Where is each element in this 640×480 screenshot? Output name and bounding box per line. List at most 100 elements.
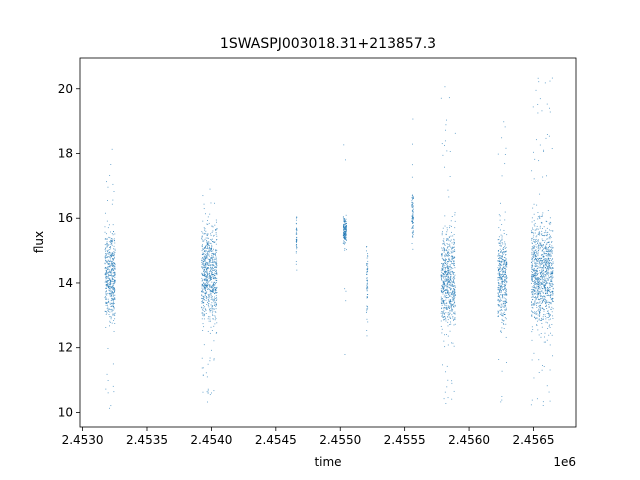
data-point: [505, 307, 507, 309]
data-point: [211, 287, 212, 289]
data-point: [209, 274, 211, 276]
data-point: [534, 229, 536, 231]
data-point: [502, 253, 504, 255]
data-point: [548, 279, 550, 281]
data-point: [442, 301, 444, 302]
data-point: [548, 301, 550, 303]
data-point: [453, 390, 455, 392]
data-point: [441, 279, 443, 281]
data-point: [212, 250, 214, 252]
data-point: [541, 272, 542, 274]
data-point: [107, 298, 109, 300]
data-point: [552, 298, 554, 299]
data-point: [501, 277, 502, 279]
data-point: [441, 285, 442, 287]
data-point: [106, 261, 107, 263]
data-point: [208, 272, 210, 274]
data-point: [537, 216, 539, 218]
data-point: [548, 257, 550, 259]
data-point: [203, 208, 205, 210]
data-point: [202, 302, 204, 304]
data-point: [541, 233, 543, 235]
data-point: [215, 250, 217, 252]
data-point: [206, 281, 208, 283]
data-point: [504, 279, 506, 281]
data-point: [450, 220, 452, 222]
data-point: [203, 268, 205, 270]
data-point: [204, 295, 206, 296]
data-point: [446, 250, 448, 252]
data-point: [545, 260, 546, 262]
data-point: [541, 261, 543, 263]
data-point: [444, 271, 446, 272]
data-point: [546, 255, 548, 257]
data-point: [531, 294, 533, 295]
data-point: [498, 236, 500, 238]
data-point: [296, 230, 298, 231]
data-point: [111, 253, 113, 255]
data-point: [452, 251, 454, 253]
data-point: [214, 288, 216, 290]
data-point: [440, 290, 442, 292]
data-point: [537, 276, 539, 278]
data-point: [538, 278, 540, 279]
data-point: [108, 279, 110, 281]
data-point: [499, 285, 501, 287]
data-point: [442, 298, 443, 300]
data-point: [110, 253, 112, 255]
data-point: [203, 260, 205, 262]
data-point: [450, 282, 452, 284]
data-point: [203, 305, 204, 307]
data-point: [210, 257, 212, 259]
data-point: [113, 281, 115, 283]
data-point: [210, 286, 212, 288]
data-point: [447, 275, 449, 277]
data-point: [446, 365, 448, 367]
data-point: [203, 298, 204, 300]
data-point: [215, 266, 217, 268]
data-point: [109, 284, 111, 286]
data-point: [344, 231, 345, 233]
data-point: [535, 298, 537, 300]
data-point: [104, 244, 106, 246]
data-point: [532, 106, 534, 108]
data-point: [543, 256, 545, 257]
data-point: [108, 293, 110, 295]
data-point: [536, 242, 538, 244]
data-point: [536, 320, 538, 322]
data-point: [343, 234, 345, 236]
data-point: [345, 242, 347, 244]
data-point: [208, 280, 210, 282]
data-point: [208, 253, 210, 255]
data-point: [552, 262, 554, 264]
data-point: [111, 316, 112, 318]
data-point: [105, 268, 107, 270]
data-point: [452, 281, 454, 283]
data-point: [345, 300, 347, 302]
data-point: [206, 255, 208, 257]
data-point: [531, 301, 532, 303]
data-point: [451, 342, 452, 344]
data-point: [551, 279, 553, 281]
data-point: [443, 264, 445, 266]
data-point: [345, 238, 347, 240]
data-point: [450, 318, 452, 319]
data-point: [531, 278, 533, 280]
data-point: [441, 291, 442, 293]
y-tick-label: 18: [58, 146, 73, 160]
data-point: [506, 264, 508, 266]
data-point: [113, 302, 114, 304]
data-point: [214, 278, 216, 280]
data-point: [537, 112, 539, 114]
x-tick-label: 2.4530: [62, 433, 104, 447]
data-point: [453, 241, 455, 243]
data-point: [552, 267, 554, 269]
data-point: [454, 311, 456, 313]
data-point: [453, 242, 455, 244]
y-tick-label: 16: [58, 211, 73, 225]
data-point: [503, 262, 505, 264]
data-point: [108, 287, 110, 289]
data-point: [211, 250, 213, 252]
data-point: [549, 253, 551, 255]
data-point: [296, 238, 297, 240]
